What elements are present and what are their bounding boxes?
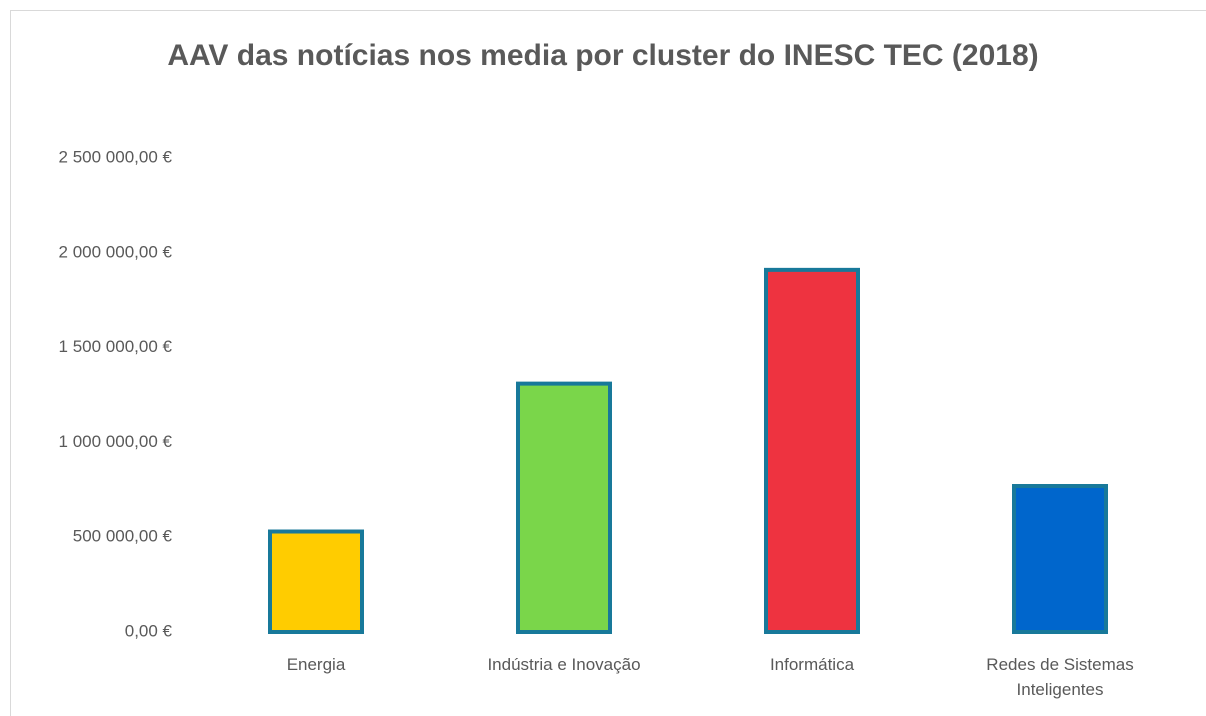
bar: [268, 529, 364, 635]
bar: [764, 267, 860, 634]
x-tick-label: Redes de Sistemas Inteligentes: [986, 655, 1134, 699]
x-tick-label: Energia: [286, 655, 346, 674]
chart-title: AAV das notícias nos media por cluster d…: [167, 39, 1039, 72]
y-tick-label: 1 500 000,00 €: [59, 337, 173, 356]
x-tick-label: Indústria e Inovação: [487, 655, 641, 674]
x-tick-label: Informática: [769, 655, 855, 674]
y-tick-label: 1 000 000,00 €: [59, 432, 173, 451]
y-tick-label: 0,00 €: [125, 621, 173, 640]
bar: [516, 381, 612, 634]
y-tick-label: 2 000 000,00 €: [59, 242, 173, 261]
chart-frame: [10, 10, 1206, 716]
y-tick-label: 2 500 000,00 €: [59, 147, 173, 166]
bar: [1012, 484, 1108, 634]
y-tick-label: 500 000,00 €: [73, 527, 173, 546]
